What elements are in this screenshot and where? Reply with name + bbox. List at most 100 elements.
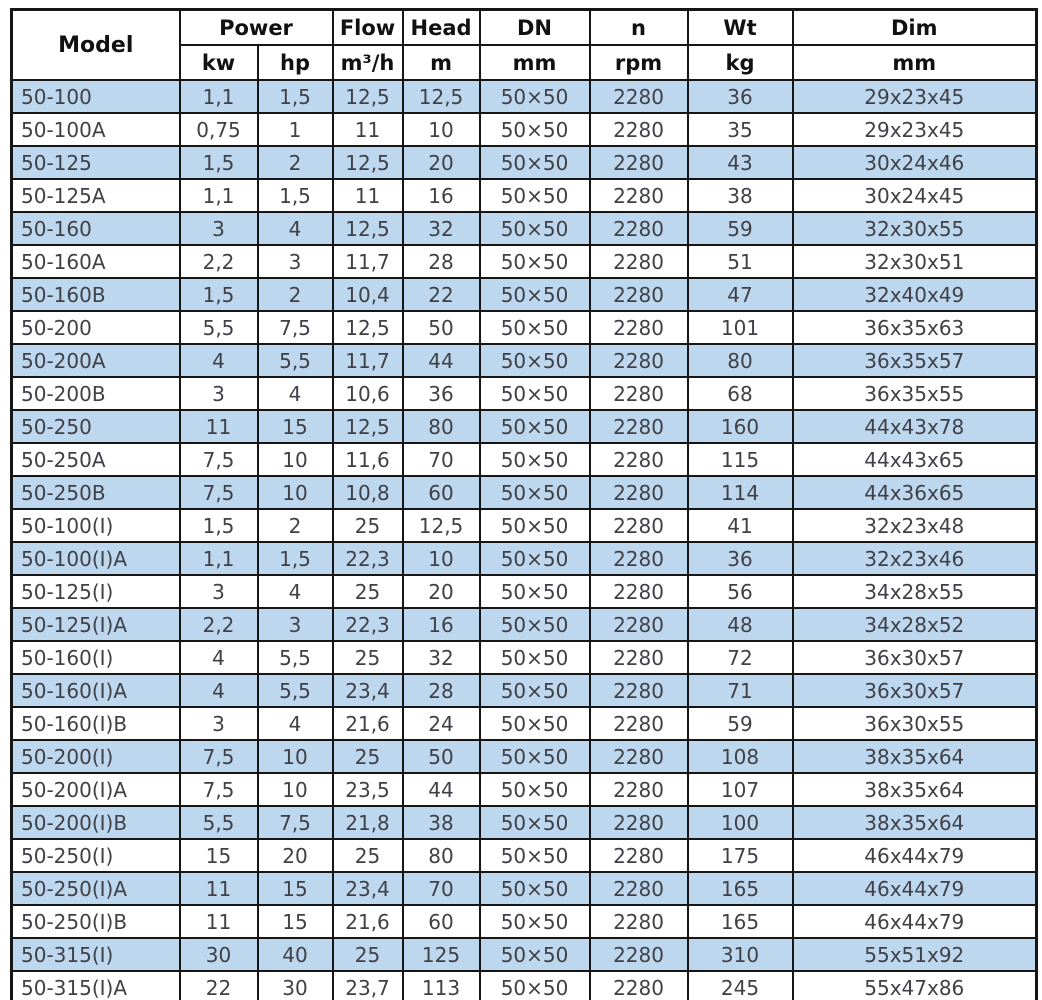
table-row: 50-125A 1,1 1,5 11 16 50×50 2280 38 30x2… [10, 178, 1038, 213]
cell-n: 2280 [588, 376, 689, 411]
cell-dim: 34x28x52 [791, 607, 1038, 642]
table-row: 50-250B 7,5 10 10,8 60 50×50 2280 114 44… [10, 475, 1038, 510]
cell-dim: 36x30x55 [791, 706, 1038, 741]
cell-power-kw: 5,5 [178, 310, 259, 345]
cell-n: 2280 [588, 805, 689, 840]
cell-flow: 12,5 [331, 409, 404, 444]
cell-dn: 50×50 [478, 145, 591, 180]
table-row: 50-200(I)B 5,5 7,5 21,8 38 50×50 2280 10… [10, 805, 1038, 840]
cell-power-hp: 40 [256, 937, 334, 972]
cell-dn: 50×50 [478, 574, 591, 609]
table-row: 50-315(I)A 22 30 23,7 113 50×50 2280 245… [10, 970, 1038, 1000]
cell-dn: 50×50 [478, 805, 591, 840]
cell-dn: 50×50 [478, 112, 591, 147]
cell-model: 50-250(I) [10, 838, 181, 873]
cell-power-hp: 15 [256, 904, 334, 939]
cell-n: 2280 [588, 277, 689, 312]
cell-head: 44 [401, 772, 481, 807]
cell-power-kw: 7,5 [178, 739, 259, 774]
col-header-power: Power [178, 8, 334, 46]
col-header-model: Model [10, 8, 181, 81]
cell-n: 2280 [588, 574, 689, 609]
cell-dn: 50×50 [478, 640, 591, 675]
table-row: 50-125(I)A 2,2 3 22,3 16 50×50 2280 48 3… [10, 607, 1038, 642]
cell-dim: 36x30x57 [791, 673, 1038, 708]
cell-power-hp: 30 [256, 970, 334, 1000]
cell-n: 2280 [588, 343, 689, 378]
cell-model: 50-160 [10, 211, 181, 246]
cell-power-kw: 1,1 [178, 79, 259, 114]
cell-dim: 55x47x86 [791, 970, 1038, 1000]
cell-dn: 50×50 [478, 673, 591, 708]
table-row: 50-100(I)A 1,1 1,5 22,3 10 50×50 2280 36… [10, 541, 1038, 576]
cell-model: 50-125A [10, 178, 181, 213]
cell-flow: 23,4 [331, 871, 404, 906]
cell-n: 2280 [588, 739, 689, 774]
cell-flow: 25 [331, 739, 404, 774]
cell-dn: 50×50 [478, 508, 591, 543]
col-header-flow: Flow [331, 8, 404, 46]
cell-power-kw: 7,5 [178, 442, 259, 477]
cell-model: 50-200(I) [10, 739, 181, 774]
cell-head: 32 [401, 211, 481, 246]
cell-n: 2280 [588, 970, 689, 1000]
cell-power-hp: 10 [256, 772, 334, 807]
cell-flow: 21,6 [331, 904, 404, 939]
cell-wt: 59 [686, 211, 794, 246]
cell-n: 2280 [588, 409, 689, 444]
table-row: 50-160 3 4 12,5 32 50×50 2280 59 32x30x5… [10, 211, 1038, 246]
cell-power-hp: 2 [256, 277, 334, 312]
cell-flow: 22,3 [331, 607, 404, 642]
cell-power-hp: 1,5 [256, 541, 334, 576]
cell-power-kw: 22 [178, 970, 259, 1000]
cell-flow: 12,5 [331, 310, 404, 345]
cell-n: 2280 [588, 838, 689, 873]
cell-power-kw: 2,2 [178, 607, 259, 642]
cell-power-kw: 4 [178, 640, 259, 675]
cell-power-hp: 1 [256, 112, 334, 147]
cell-n: 2280 [588, 673, 689, 708]
cell-head: 28 [401, 673, 481, 708]
cell-head: 22 [401, 277, 481, 312]
cell-flow: 25 [331, 838, 404, 873]
cell-head: 36 [401, 376, 481, 411]
cell-wt: 107 [686, 772, 794, 807]
table-row: 50-125 1,5 2 12,5 20 50×50 2280 43 30x24… [10, 145, 1038, 180]
cell-model: 50-250 [10, 409, 181, 444]
cell-dn: 50×50 [478, 970, 591, 1000]
cell-wt: 56 [686, 574, 794, 609]
cell-model: 50-125(I) [10, 574, 181, 609]
cell-dim: 30x24x46 [791, 145, 1038, 180]
cell-power-kw: 3 [178, 211, 259, 246]
cell-n: 2280 [588, 640, 689, 675]
cell-dim: 32x23x46 [791, 541, 1038, 576]
cell-power-hp: 10 [256, 475, 334, 510]
pump-spec-table: Model Power Flow Head DN n Wt Dim kw hp … [10, 8, 1039, 1000]
cell-dn: 50×50 [478, 277, 591, 312]
table-row: 50-200(I) 7,5 10 25 50 50×50 2280 108 38… [10, 739, 1038, 774]
cell-flow: 25 [331, 640, 404, 675]
cell-head: 60 [401, 475, 481, 510]
cell-head: 10 [401, 112, 481, 147]
cell-dim: 38x35x64 [791, 805, 1038, 840]
cell-wt: 175 [686, 838, 794, 873]
unit-dn: mm [478, 44, 591, 81]
cell-model: 50-160(I)B [10, 706, 181, 741]
cell-n: 2280 [588, 442, 689, 477]
cell-power-kw: 1,1 [178, 541, 259, 576]
cell-flow: 11,6 [331, 442, 404, 477]
cell-flow: 10,4 [331, 277, 404, 312]
cell-wt: 165 [686, 904, 794, 939]
cell-power-kw: 15 [178, 838, 259, 873]
col-header-dim: Dim [791, 8, 1038, 46]
cell-model: 50-315(I)A [10, 970, 181, 1000]
cell-head: 16 [401, 607, 481, 642]
cell-power-kw: 11 [178, 871, 259, 906]
cell-dim: 38x35x64 [791, 772, 1038, 807]
cell-model: 50-125(I)A [10, 607, 181, 642]
cell-power-hp: 1,5 [256, 79, 334, 114]
unit-flow: m³/h [331, 44, 404, 81]
cell-dim: 44x43x65 [791, 442, 1038, 477]
cell-dn: 50×50 [478, 541, 591, 576]
table-row: 50-250A 7,5 10 11,6 70 50×50 2280 115 44… [10, 442, 1038, 477]
